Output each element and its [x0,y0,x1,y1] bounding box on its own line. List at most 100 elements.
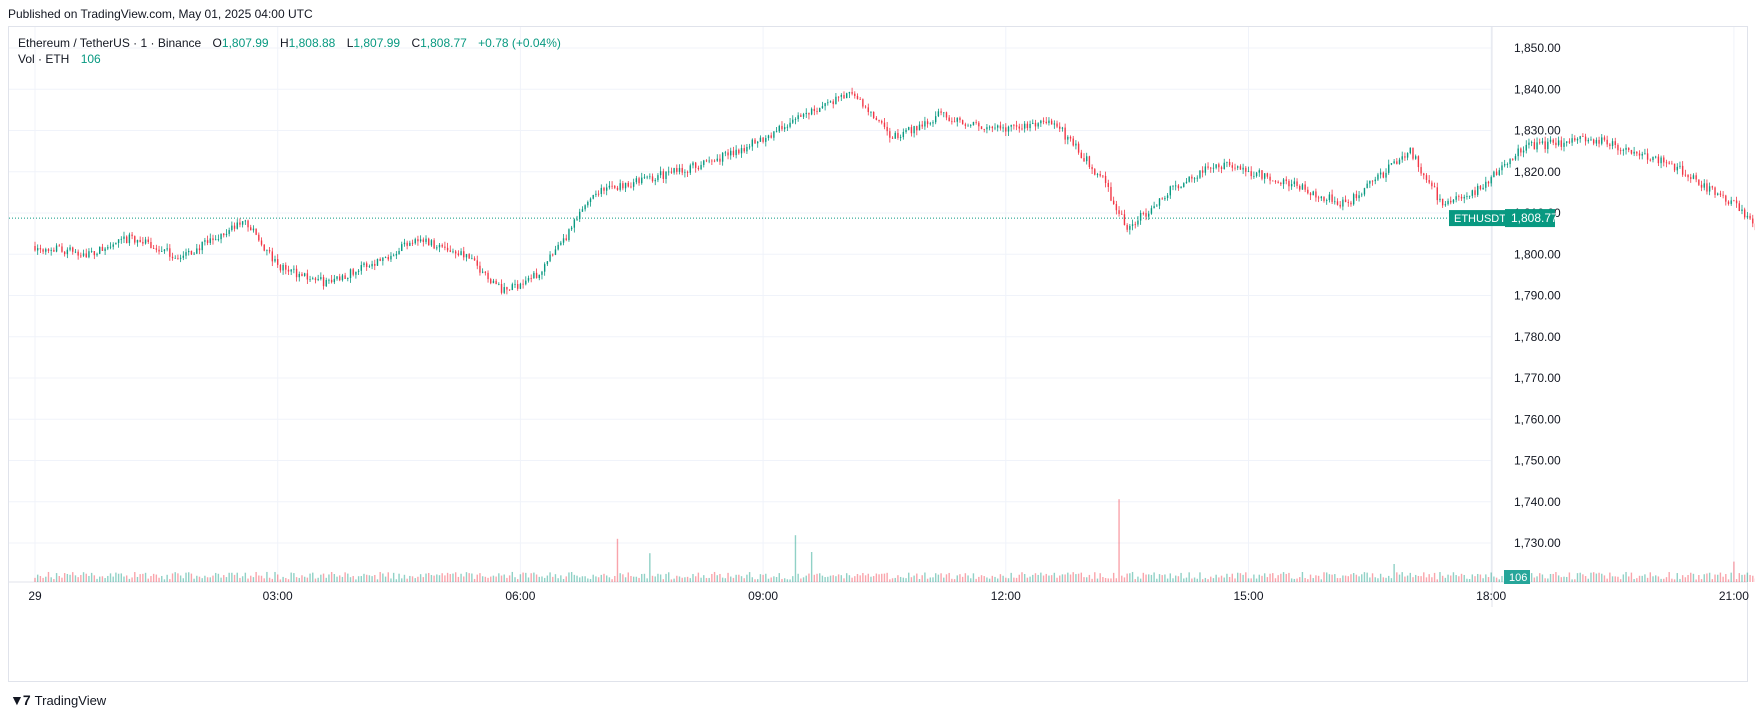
volume-bar [1409,572,1411,582]
candle-body [676,168,678,172]
volume-bar [50,577,52,582]
candle-body [1609,144,1611,146]
volume-bar [1684,577,1687,582]
candle-body [557,244,559,250]
candle-body [498,283,500,285]
candle-body [1687,174,1689,178]
candle-body [1234,167,1236,169]
candle-body [1619,150,1622,152]
candle-body [1471,190,1474,196]
candle-body [570,227,573,230]
volume-bar [196,575,198,582]
volume-bar [1652,576,1654,582]
volume-bar [1601,573,1603,582]
candle-body [161,251,163,252]
candle-body [961,120,964,125]
volume-bar [476,574,478,582]
candle-body [878,119,880,122]
volume-bar [1487,577,1490,582]
candle-body [1458,196,1460,198]
candle-body [1099,174,1101,176]
volume-bar [953,579,956,582]
time-tick-label: 15:00 [1233,589,1263,603]
volume-bar [101,576,104,582]
candle-body [943,112,945,114]
volume-bar [1363,572,1366,582]
volume-bar [937,574,940,582]
candle-body [258,234,260,241]
volume-bar [619,573,621,582]
volume-bar [1641,575,1643,582]
volume-bar [767,578,770,582]
volume-bar [1307,579,1309,582]
volume-bar [689,578,691,582]
candle-body [1671,163,1673,165]
volume-bar [700,577,702,582]
volume-bar [241,576,244,582]
volume-bar [724,578,727,582]
candle-body [163,249,166,252]
volume-bar [730,576,732,582]
ohlc-row: Ethereum / TetherUS · 1 · Binance O1,807… [18,35,561,51]
candle-body [309,279,311,281]
volume-bar [1188,572,1190,582]
volume-bar [541,576,543,582]
volume-bar [1137,576,1139,582]
candle-body [303,273,306,276]
volume-bar [72,572,74,582]
candle-body [1266,173,1269,177]
volume-bar [1196,578,1198,582]
volume-bar [1450,575,1452,582]
volume-bar [797,573,799,582]
candle-body [603,187,605,191]
volume-bar [1379,573,1382,582]
volume-bar [492,575,495,582]
volume-bar [247,578,249,582]
volume-bar [1668,572,1670,582]
volume-bar [1026,577,1029,582]
candle-body [533,272,535,279]
candle-body [1358,195,1360,199]
volume-bar [1390,578,1393,582]
volume-bar [1482,578,1484,582]
volume-bar [444,575,446,582]
volume-bar [1603,575,1606,582]
volume-label[interactable]: Vol · ETH [18,52,70,66]
candle-body [1730,200,1732,204]
volume-bar [465,572,468,582]
volume-bar [58,576,60,582]
volume-bar [721,577,724,582]
volume-bar [1210,576,1212,582]
volume-bar [1067,572,1069,582]
volume-bar [1660,578,1662,582]
symbol-tag-label: ETHUSDT [1454,213,1506,225]
volume-bar [1576,573,1579,582]
candle-body [1247,171,1250,172]
candle-body [363,263,365,266]
candle-body [1450,200,1452,203]
volume-bar [740,576,743,582]
candle-body [730,150,732,156]
candle-body [1509,159,1511,165]
volume-bar [848,575,851,582]
candle-body [1512,159,1514,160]
volume-bar [349,577,352,582]
volume-bar [1352,573,1355,582]
price-tick-label: 1,770.00 [1514,371,1561,385]
candle-body [530,278,532,279]
volume-bar [220,577,222,582]
candle-body [692,162,694,166]
volume-bar [1080,572,1083,582]
volume-bar [484,576,487,582]
volume-bar [1064,574,1066,582]
candle-body [746,146,748,152]
volume-bar [1555,572,1557,582]
symbol-title[interactable]: Ethereum / TetherUS · 1 · Binance [18,36,202,50]
candle-body [45,249,47,252]
volume-bar [821,575,824,582]
candle-body [36,248,39,251]
volume-bar [918,578,921,582]
candle-body [767,135,770,139]
candle-body [1668,162,1670,164]
